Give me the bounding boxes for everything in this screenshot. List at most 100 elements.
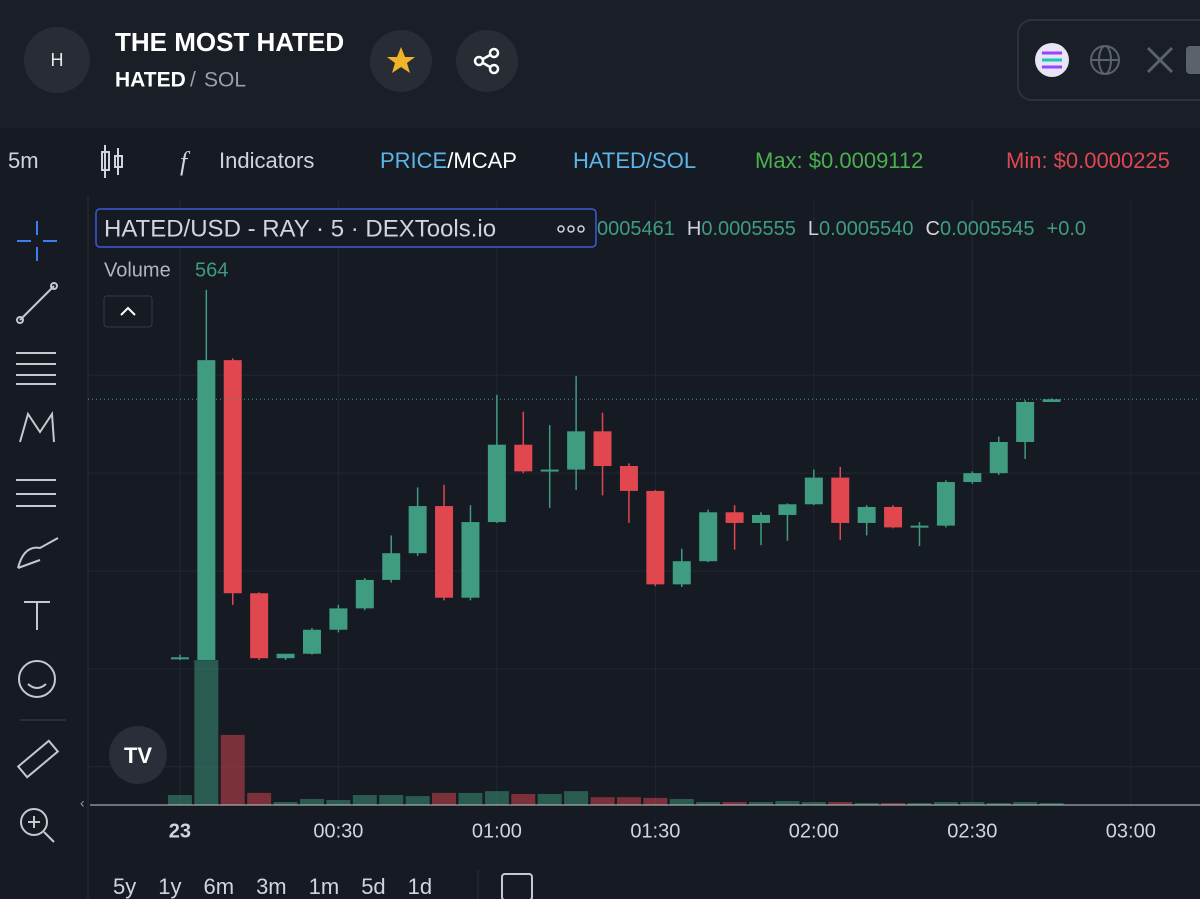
volume-bar [669, 798, 694, 805]
ohlc-row: 0005461 H0.0005555 L0.0005540 C0.0005545 +0.… [597, 218, 1086, 240]
volume-bar [986, 803, 1011, 805]
volume-bar [696, 802, 721, 805]
candle-body [302, 629, 321, 654]
candle-body [936, 482, 955, 526]
volume-label: Volume [104, 259, 171, 281]
volume-bar [749, 802, 774, 805]
range-button[interactable]: 5y [113, 874, 136, 899]
fx-icon: f [180, 147, 191, 176]
candle-type-icon[interactable] [101, 145, 123, 178]
date-range-icon[interactable] [501, 873, 533, 899]
volume-bar [484, 791, 509, 805]
volume-bar [933, 802, 958, 805]
volume-bar [379, 795, 404, 805]
crosshair-tool[interactable] [17, 221, 57, 261]
candle-body [725, 512, 744, 523]
legend-box [95, 208, 597, 248]
ohlc-high: 0.0005555 [701, 218, 796, 240]
pair-separator: / [190, 69, 196, 92]
volume-bar [511, 793, 536, 805]
candle-body [540, 469, 559, 472]
candle-body [963, 473, 982, 483]
plot [88, 200, 1200, 805]
volume-bar [881, 803, 906, 805]
volume-bar [458, 792, 483, 805]
candle-body [170, 657, 189, 660]
ohlc-open: 0005461 [597, 218, 675, 240]
drawing-tools[interactable] [16, 282, 66, 843]
pair-toggle[interactable]: HATED/SOL [573, 148, 696, 173]
x-tick-label: 00:30 [313, 820, 363, 842]
volume-bar [167, 795, 192, 805]
candle-body [1016, 401, 1035, 442]
min-price: Min: $0.0000225 [1006, 148, 1170, 173]
range-button[interactable]: 1d [408, 874, 432, 899]
candle-body [804, 477, 823, 505]
candle-body [487, 444, 506, 523]
scroll-left[interactable]: ‹ [80, 795, 85, 811]
volume-bar [564, 791, 589, 805]
candle-body [435, 506, 454, 598]
volume-bar [299, 798, 324, 805]
candle-body [329, 608, 348, 630]
range-button[interactable]: 5d [361, 874, 385, 899]
x-tick-label: 23 [169, 820, 191, 842]
candle-body [408, 506, 427, 554]
candle-body [752, 514, 771, 523]
range-button[interactable]: 6m [204, 874, 235, 899]
x-tick-label: 02:00 [789, 820, 839, 842]
legend-menu[interactable] [557, 225, 585, 233]
candle-body [382, 553, 401, 580]
volume-bar [432, 792, 457, 805]
tv-logo[interactable] [109, 726, 167, 784]
avatar [24, 27, 90, 93]
series-title: HATED/USD - RAY · 5 · DEXTools.io [104, 215, 496, 242]
volume-bar [801, 802, 826, 805]
range-button[interactable]: 1m [309, 874, 340, 899]
web-icon[interactable] [1090, 45, 1120, 75]
mcap-option[interactable]: /MCAP [447, 148, 517, 173]
links-panel [1017, 19, 1200, 101]
header-bg [0, 0, 1200, 128]
candle-body [831, 477, 850, 523]
share-icon [473, 47, 500, 75]
volume-bar [273, 802, 298, 805]
volume-bar [220, 734, 245, 805]
volume-bar [722, 802, 747, 805]
volume-value: 564 [195, 259, 228, 281]
range-button[interactable]: 1y [158, 874, 181, 899]
range-button[interactable]: 3m [256, 874, 287, 899]
volume-bar [590, 797, 615, 805]
volume-bar [352, 795, 377, 805]
price-option[interactable]: PRICE [380, 148, 447, 173]
volume-bar [1039, 802, 1064, 805]
more-link[interactable] [1186, 46, 1200, 74]
interval[interactable]: 5m [8, 148, 39, 173]
candle-body [619, 466, 638, 491]
price-mcap-toggle[interactable]: PRICE/MCAP [380, 148, 517, 173]
volume-bar [194, 660, 219, 805]
candle-body [910, 525, 929, 528]
volume-bar [960, 802, 985, 805]
ohlc-low: 0.0005540 [819, 218, 914, 240]
avatar-letter: H [51, 50, 64, 70]
candle-body [223, 360, 242, 594]
indicators-button[interactable]: Indicators [219, 148, 314, 173]
candle-body [593, 431, 612, 467]
volume-bar [854, 803, 879, 805]
x-tick-label: 02:30 [947, 820, 997, 842]
volume-bar [537, 793, 562, 805]
tv-logo-mark: TV [124, 743, 152, 768]
collapse-button[interactable] [103, 295, 153, 328]
volume-bar [405, 796, 430, 805]
volume-bar [775, 801, 800, 805]
candle-body [699, 512, 718, 562]
share-button[interactable] [456, 30, 518, 92]
ohlc-change: +0.0 [1047, 218, 1086, 240]
candle-body [197, 360, 216, 660]
volume-bar [616, 797, 641, 805]
x-tick-label: 01:30 [630, 820, 680, 842]
x-icon[interactable] [1146, 46, 1174, 74]
